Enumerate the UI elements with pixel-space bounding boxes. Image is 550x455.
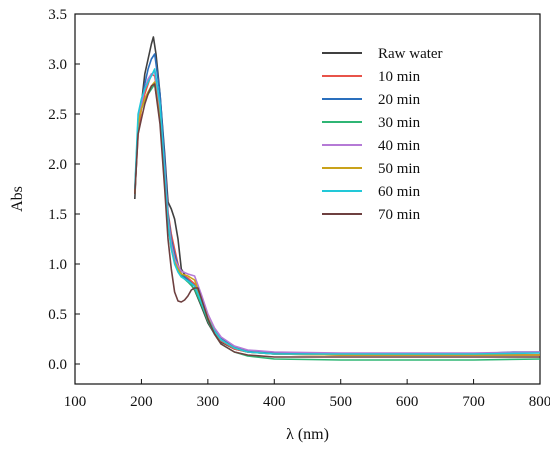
legend-label: 50 min	[378, 161, 421, 177]
series-line-raw-water	[134, 36, 540, 356]
series-line-70-min	[134, 83, 540, 358]
x-tick-label: 400	[263, 394, 286, 410]
legend-label: 70 min	[378, 207, 421, 223]
x-tick-label: 100	[64, 394, 87, 410]
plot-frame-layer	[74, 13, 541, 385]
x-tick-label: 300	[197, 394, 220, 410]
x-axis-title: λ (nm)	[286, 426, 329, 443]
legend-label: 60 min	[378, 184, 421, 200]
y-tick-label: 3.5	[48, 7, 67, 23]
series-line-30-min	[134, 83, 541, 361]
y-tick-label: 0.5	[48, 307, 67, 323]
legend: Raw water 10 min 20 min 30 min 40 min 50 min 6…	[322, 46, 443, 223]
series-line-40-min	[134, 71, 541, 354]
ticks-layer: 100 200 300 400 500 600 700 800 0.0 0.5 1.0 1.5 2.0 2…	[48, 7, 550, 410]
y-tick-label: 0.0	[48, 357, 67, 373]
y-tick-label: 1.0	[48, 257, 67, 273]
x-tick-label: 200	[130, 394, 153, 410]
x-tick-label: 500	[329, 394, 352, 410]
series-line-60-min	[134, 68, 541, 355]
y-axis-title: Abs	[9, 186, 26, 212]
legend-label: 30 min	[378, 115, 421, 131]
legend-label: 10 min	[378, 69, 421, 85]
plot-frame	[74, 13, 541, 385]
x-tick-label: 800	[529, 394, 550, 410]
y-tick-label: 2.0	[48, 157, 67, 173]
series-layer	[134, 36, 541, 361]
legend-label: 20 min	[378, 92, 421, 108]
y-tick-label: 2.5	[48, 107, 67, 123]
legend-label: 40 min	[378, 138, 421, 154]
x-tick-label: 600	[396, 394, 419, 410]
y-tick-label: 3.0	[48, 57, 67, 73]
y-tick-label: 1.5	[48, 207, 67, 223]
legend-label: Raw water	[378, 46, 443, 62]
x-tick-label: 700	[462, 394, 485, 410]
